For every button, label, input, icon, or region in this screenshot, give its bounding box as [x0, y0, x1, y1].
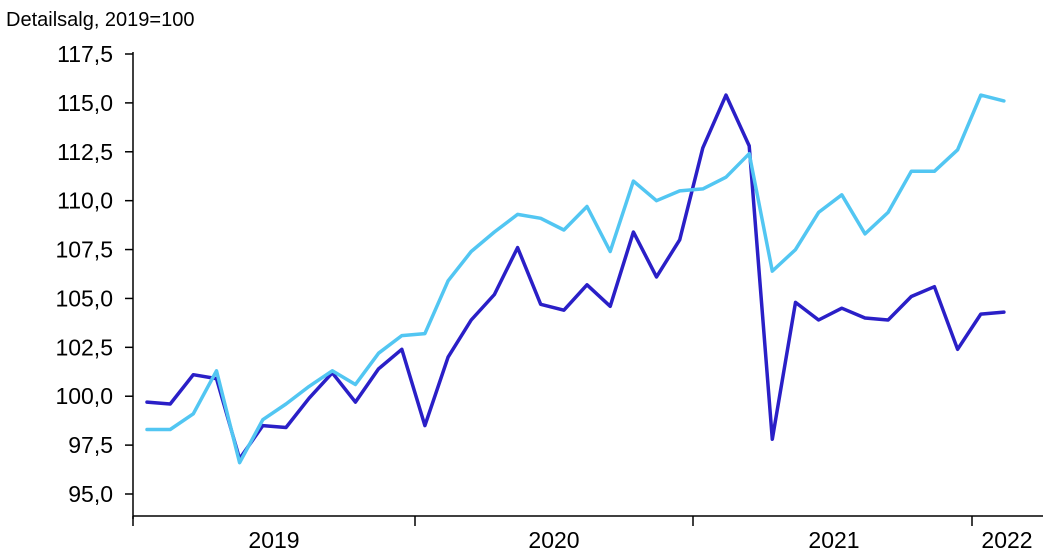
y-tick-label: 95,0	[68, 481, 113, 507]
y-axis-label: Detailsalg, 2019=100	[6, 9, 194, 31]
y-tick-label: 112,5	[57, 139, 113, 165]
series-line-2	[145, 93, 1006, 465]
x-tick-label: 2022	[981, 527, 1032, 553]
series-line-1	[145, 93, 1006, 461]
y-tick-label: 105,0	[55, 285, 113, 311]
x-tick-label: 2019	[248, 527, 299, 553]
x-tick-label: 2021	[808, 527, 859, 553]
y-tick-label: 110,0	[57, 188, 113, 214]
y-tick-label: 97,5	[68, 432, 113, 458]
x-tick-label: 2020	[528, 527, 579, 553]
y-tick-label: 102,5	[55, 334, 113, 360]
y-tick-label: 107,5	[55, 237, 113, 263]
y-tick-label: 117,5	[57, 41, 113, 67]
y-tick-label: 100,0	[55, 383, 113, 409]
series-layer	[145, 93, 1006, 465]
y-tick-label: 115,0	[57, 90, 113, 116]
y-ticks: 95,0 97,5 100,0 102,5 105,0 107,5 110,0 112,5 11…	[55, 41, 133, 507]
x-ticks: 2019 2020 2021 2022	[132, 516, 1033, 553]
